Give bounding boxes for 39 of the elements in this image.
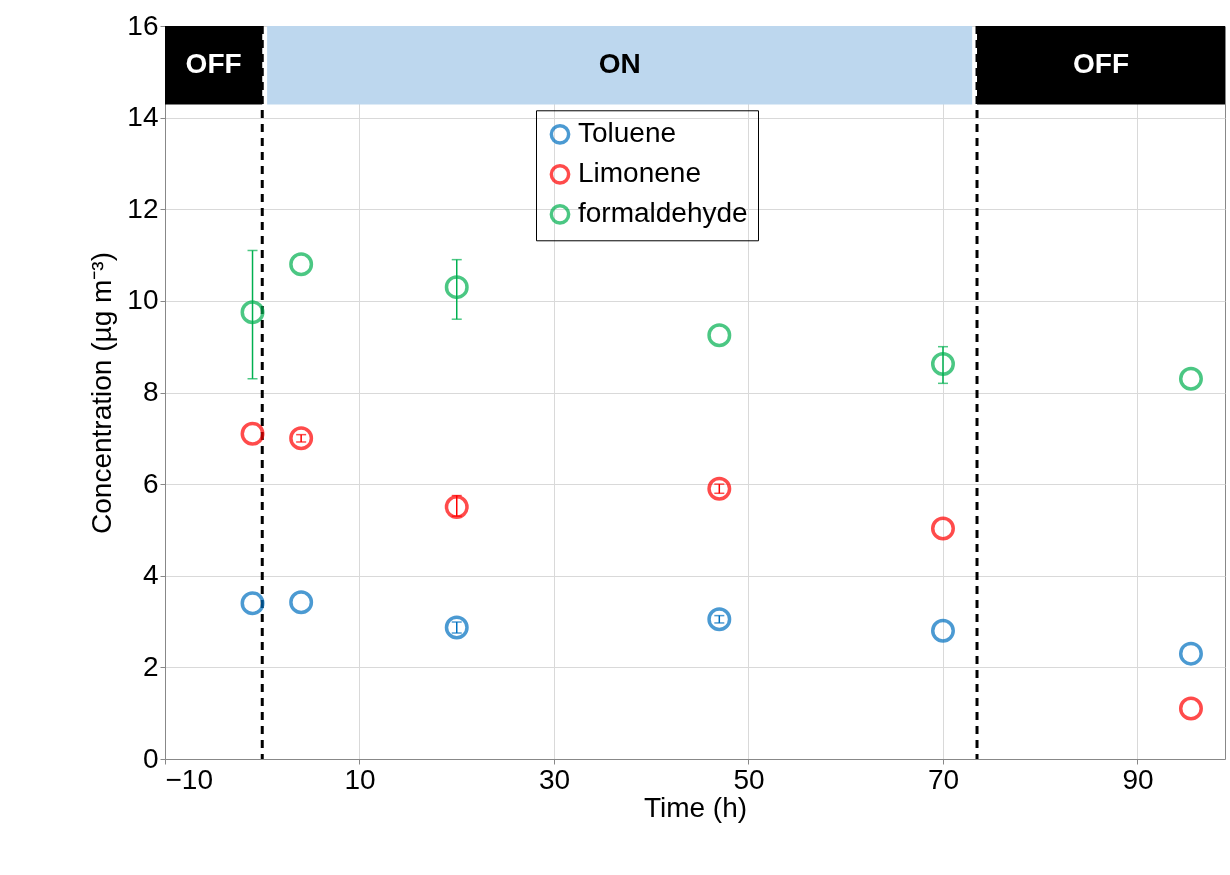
legend-label: formaldehyde	[578, 197, 748, 229]
point	[1178, 641, 1203, 666]
y-axis-title: Concentration (µg m⁻³)	[86, 252, 118, 534]
point	[707, 607, 732, 632]
point	[444, 275, 469, 300]
y-tick-label: 8	[142, 376, 159, 407]
point	[1178, 696, 1203, 721]
x-tick-label: 70	[927, 763, 960, 795]
point	[289, 590, 314, 615]
legend-label: Toluene	[578, 117, 677, 149]
point	[444, 615, 469, 640]
y-tick-label: 14	[127, 101, 159, 133]
y-tick-label: 10	[127, 284, 159, 316]
legend-label: Limonene	[578, 157, 701, 189]
point	[240, 300, 265, 325]
x-tick-label: 10	[344, 763, 376, 795]
point	[930, 516, 955, 541]
point	[240, 591, 265, 616]
point	[707, 323, 732, 348]
y-tick-label: 16	[127, 9, 159, 41]
point	[289, 426, 314, 451]
point	[1178, 366, 1203, 391]
point	[930, 352, 955, 377]
point	[240, 421, 265, 446]
y-tick-label: 12	[127, 192, 159, 224]
x-tick-label: 30	[538, 763, 571, 795]
band-label: OFF	[185, 48, 242, 80]
x-tick-label: −10	[165, 763, 213, 795]
band-label: OFF	[1073, 48, 1130, 80]
band-label: ON	[598, 48, 641, 80]
point	[444, 495, 469, 520]
y-tick-label: 0	[142, 742, 159, 774]
point	[289, 252, 314, 277]
y-tick-label: 4	[142, 559, 159, 591]
point	[707, 476, 732, 501]
y-tick-label: 2	[142, 650, 159, 682]
x-tick-label: 90	[1122, 763, 1154, 795]
point	[930, 618, 955, 643]
y-tick-label: 6	[142, 467, 159, 499]
